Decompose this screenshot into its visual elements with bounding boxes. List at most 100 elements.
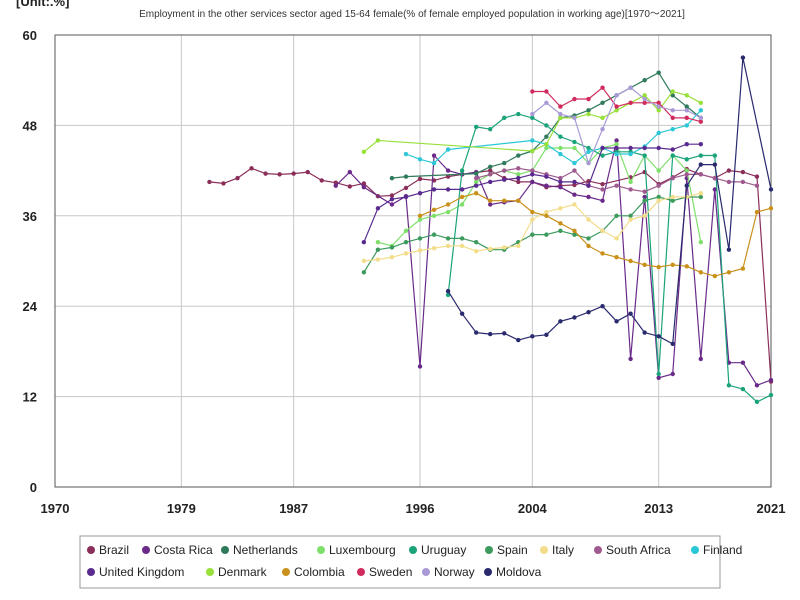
data-point (530, 138, 535, 143)
legend-marker (485, 546, 493, 554)
data-point (628, 187, 633, 192)
data-point (600, 198, 605, 203)
legend-label: Italy (552, 543, 574, 557)
data-point (389, 175, 395, 181)
data-point (768, 187, 774, 192)
data-point (670, 194, 675, 200)
data-point (502, 160, 507, 166)
legend-item-sweden[interactable]: Sweden (357, 565, 412, 579)
data-point (516, 179, 521, 185)
legend-item-costa-rica[interactable]: Costa Rica (142, 543, 213, 557)
data-point (642, 198, 647, 203)
legend-item-norway[interactable]: Norway (422, 565, 475, 579)
series-finland (403, 108, 704, 166)
data-point (614, 93, 619, 98)
series-line-colombia (419, 192, 772, 277)
data-point (642, 78, 647, 83)
legend-item-finland[interactable]: Finland (691, 543, 742, 557)
data-point (488, 331, 493, 337)
series-moldova (445, 55, 774, 347)
data-point (558, 134, 563, 139)
data-point (586, 160, 591, 166)
data-point (614, 213, 619, 218)
data-point (600, 145, 605, 151)
legend-item-colombia[interactable]: Colombia (282, 565, 345, 579)
legend-label: Moldova (496, 565, 542, 579)
series-sweden (530, 85, 704, 124)
data-point (670, 371, 675, 377)
legend-item-united-kingdom[interactable]: United Kingdom (87, 565, 184, 579)
data-point (544, 213, 549, 218)
data-point (558, 145, 563, 151)
data-point (473, 183, 479, 188)
data-point (516, 166, 521, 171)
data-point (740, 266, 746, 271)
data-point (684, 183, 689, 188)
data-point (516, 111, 521, 117)
legend-item-italy[interactable]: Italy (540, 543, 574, 557)
data-point (417, 191, 423, 196)
data-point (586, 236, 591, 241)
unit-label: [Unit:.%] (16, 0, 69, 9)
legend-item-uruguay[interactable]: Uruguay (409, 543, 466, 557)
data-point (698, 115, 704, 121)
legend-box (79, 535, 721, 589)
data-point (333, 183, 338, 188)
plot-frame (54, 34, 772, 488)
legend-marker (422, 568, 430, 576)
legend-item-south-africa[interactable]: South Africa (594, 543, 671, 557)
data-point (698, 119, 704, 124)
legend-item-spain[interactable]: Spain (485, 543, 528, 557)
data-point (656, 375, 661, 380)
data-point (431, 232, 437, 237)
legend-marker (221, 546, 229, 554)
data-point (431, 187, 437, 192)
data-point (642, 262, 647, 267)
data-point (305, 169, 310, 175)
x-tick-label: 2013 (644, 501, 673, 516)
legend-item-luxembourg[interactable]: Luxembourg (317, 543, 396, 557)
legend-label: Finland (703, 543, 742, 557)
data-point (558, 206, 563, 211)
data-point (586, 96, 591, 102)
x-tick-label: 1996 (406, 501, 435, 516)
data-point (431, 153, 437, 158)
data-point (558, 104, 563, 109)
legend-marker (594, 546, 602, 554)
legend-item-brazil[interactable]: Brazil (87, 543, 129, 557)
legend-item-denmark[interactable]: Denmark (206, 565, 268, 579)
data-point (656, 104, 661, 109)
legend-marker (484, 568, 492, 576)
data-point (459, 236, 465, 241)
data-point (628, 213, 633, 218)
data-point (712, 273, 718, 279)
data-point (502, 168, 507, 173)
data-point (726, 270, 732, 275)
data-point (656, 130, 661, 136)
data-point (698, 108, 704, 113)
data-point (417, 236, 423, 241)
data-point (530, 209, 535, 215)
data-point (642, 96, 647, 102)
data-point (319, 178, 324, 183)
data-point (361, 149, 367, 154)
series-united-kingdom (361, 142, 704, 245)
data-point (445, 236, 451, 241)
legend-label: Brazil (99, 543, 129, 557)
data-point (600, 126, 605, 132)
legend-item-moldova[interactable]: Moldova (484, 565, 542, 579)
data-point (614, 142, 619, 147)
y-tick-label: 24 (23, 299, 38, 314)
data-point (544, 123, 549, 128)
data-point (445, 209, 451, 215)
data-point (431, 245, 437, 251)
data-point (614, 108, 619, 113)
legend-item-netherlands[interactable]: Netherlands (221, 543, 298, 557)
data-point (670, 153, 675, 158)
data-point (544, 209, 549, 215)
y-tick-label: 60 (23, 28, 37, 43)
legend-label: Denmark (218, 565, 268, 579)
data-point (530, 111, 535, 117)
series-line-uruguay (447, 113, 772, 403)
data-point (488, 202, 493, 207)
